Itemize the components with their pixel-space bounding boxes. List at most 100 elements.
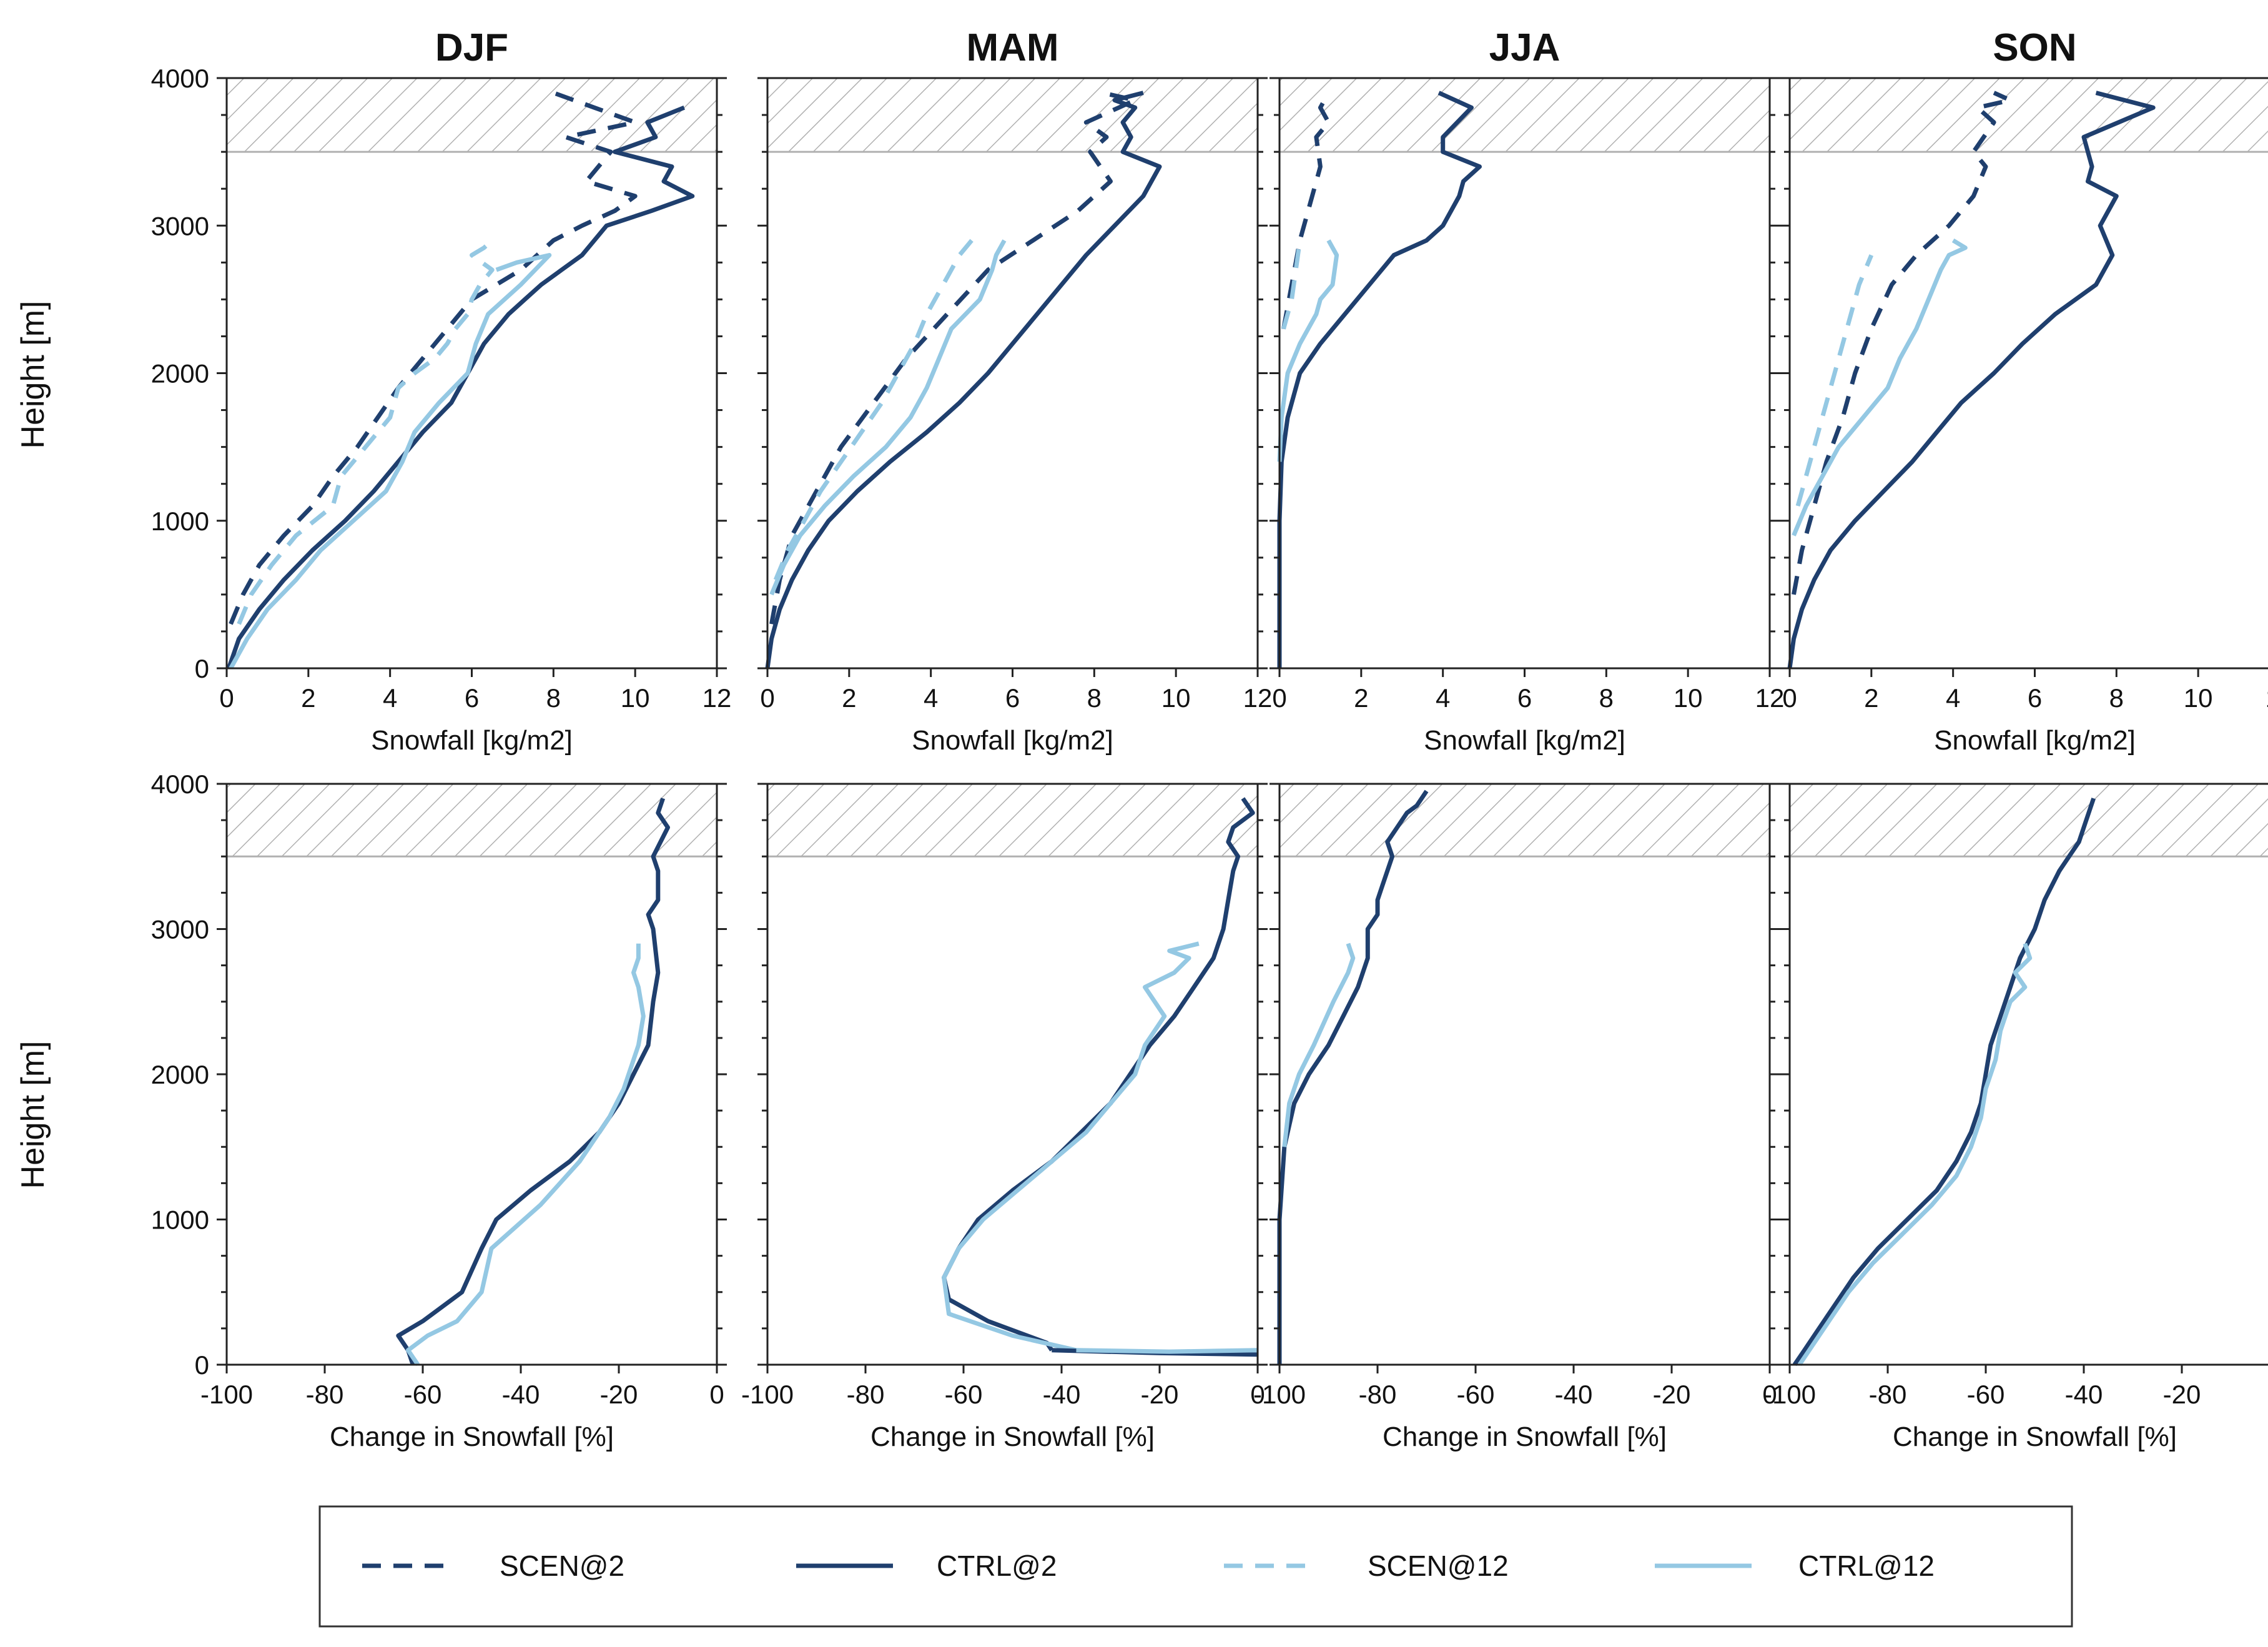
hatch-region-son-change [1790, 784, 2268, 857]
panel-mam-snowfall: 0 2 4 6 8 10 12 MAM Snowfall [kg/m2] [757, 26, 1272, 756]
xtick-label-son-snowfall: 6 [2028, 683, 2042, 713]
xtick-label-mam-snowfall: 4 [924, 683, 938, 713]
series-jja-snowfall-scen-at-12 [1281, 240, 1303, 330]
xtick-label-jja-snowfall: 10 [1674, 683, 1703, 713]
xtick-label-djf-snowfall: 8 [546, 683, 561, 713]
ytick-label-djf-snowfall: 3000 [151, 211, 209, 240]
ylabel-bottom: Height [m] [15, 1041, 51, 1189]
series-jja-snowfall-ctrl-at-12 [1277, 239, 1339, 462]
xtick-label-son-change: -20 [2163, 1380, 2201, 1409]
series-djf-snowfall-scen-at-2 [229, 91, 638, 625]
xtick-label-djf-snowfall: 2 [301, 683, 315, 713]
xtick-label-mam-change: -60 [945, 1380, 983, 1409]
xtick-label-jja-snowfall: 2 [1354, 683, 1368, 713]
legend-label-scen2: SCEN@2 [500, 1550, 624, 1582]
xtick-label-son-snowfall: 4 [1946, 683, 1960, 713]
panel-son-snowfall: 0 2 4 6 8 10 12 SON Snowfall [kg/m2] [1780, 26, 2268, 756]
series-mam-change-ctrl-at-12 [942, 941, 1200, 1353]
panel-title-mam-snowfall: MAM [966, 26, 1058, 69]
xlabel-djf-change: Change in Snowfall [%] [330, 1422, 614, 1452]
xtick-label-son-snowfall: 12 [2266, 683, 2268, 713]
xlabel-djf-snowfall: Snowfall [kg/m2] [371, 725, 573, 756]
xtick-label-son-change: -40 [2065, 1380, 2103, 1409]
xtick-label-djf-change: -100 [200, 1380, 253, 1409]
legend-label-ctrl12: CTRL@12 [1798, 1550, 1935, 1582]
ytick-label-djf-snowfall: 4000 [151, 64, 209, 93]
xtick-label-djf-change: -80 [306, 1380, 344, 1409]
hatch-region-djf-snowfall [227, 78, 717, 152]
series-son-snowfall-ctrl-at-2 [1787, 91, 2156, 669]
xtick-label-jja-change: -40 [1555, 1380, 1593, 1409]
xtick-label-jja-snowfall: 12 [1755, 683, 1785, 713]
series-son-change-ctrl-at-12 [1797, 942, 2033, 1366]
xtick-label-mam-change: -40 [1043, 1380, 1081, 1409]
panel-son-change: -100 -80 -60 -40 -20 0 Change in Snowfall [%] [1763, 783, 2268, 1452]
xtick-label-djf-snowfall: 12 [703, 683, 732, 713]
ylabel-top: Height [m] [15, 301, 51, 449]
series-jja-change-ctrl-at-2 [1277, 789, 1429, 1365]
xtick-label-mam-snowfall: 2 [842, 683, 856, 713]
legend-label-scen12: SCEN@12 [1368, 1550, 1509, 1582]
plot-frame-djf-snowfall [225, 77, 718, 670]
series-mam-change-ctrl-at-2 [942, 797, 1255, 1352]
xlabel-mam-snowfall: Snowfall [kg/m2] [912, 725, 1113, 756]
xtick-label-djf-change: -20 [600, 1380, 638, 1409]
xtick-label-jja-snowfall: 6 [1517, 683, 1532, 713]
xtick-label-jja-snowfall: 4 [1436, 683, 1450, 713]
series-djf-snowfall-ctrl-at-12 [229, 253, 552, 670]
panel-title-son-snowfall: SON [1993, 26, 2076, 69]
panel-title-djf-snowfall: DJF [435, 26, 508, 69]
xtick-label-jja-snowfall: 8 [1599, 683, 1614, 713]
panel-djf-change: -100 -80 -60 -40 -20 0 0 1000 2000 3000 4000 Change… [151, 769, 727, 1452]
legend-label-ctrl2: CTRL@2 [937, 1550, 1057, 1582]
series-mam-change-ctrl-at-12-tail [1076, 1348, 1258, 1354]
xtick-label-jja-change: 0 [1762, 1380, 1777, 1409]
panel-djf-snowfall: 0 2 4 6 8 10 12 0 1000 2000 3000 4000 DJF Snowfall [k… [151, 26, 732, 756]
xtick-label-son-snowfall: 0 [1782, 683, 1797, 713]
xtick-label-jja-change: -80 [1359, 1380, 1397, 1409]
xtick-label-djf-change: -40 [502, 1380, 540, 1409]
series-jja-snowfall-ctrl-at-2 [1277, 91, 1482, 668]
hatch-region-mam-change [767, 784, 1258, 857]
series-mam-snowfall-scen-at-2 [769, 91, 1138, 625]
xtick-label-mam-snowfall: 10 [1161, 683, 1191, 713]
ytick-label-djf-change: 3000 [151, 915, 209, 944]
xtick-label-son-snowfall: 8 [2109, 683, 2124, 713]
series-son-snowfall-ctrl-at-12 [1792, 238, 1968, 537]
ytick-label-djf-change: 2000 [151, 1060, 209, 1089]
hatch-region-son-snowfall [1790, 78, 2268, 152]
series-djf-change-ctrl-at-2 [396, 798, 670, 1366]
series-jja-change-ctrl-at-12 [1282, 942, 1356, 1147]
series-son-snowfall-scen-at-12 [1795, 254, 1874, 507]
ytick-label-djf-snowfall: 1000 [151, 507, 209, 536]
xtick-label-jja-change: -100 [1253, 1380, 1306, 1409]
hatch-region-mam-snowfall [767, 78, 1258, 152]
plot-frame-son-snowfall [1788, 77, 2268, 670]
plot-frame-mam-snowfall [766, 77, 1259, 670]
xtick-label-mam-change: -20 [1141, 1380, 1179, 1409]
xlabel-jja-change: Change in Snowfall [%] [1383, 1422, 1667, 1452]
plot-frame-djf-change [225, 783, 718, 1366]
panel-title-jja-snowfall: JJA [1489, 26, 1560, 69]
legend: SCEN@2 CTRL@2 SCEN@12 CTRL@12 [318, 1505, 2073, 1628]
xlabel-son-change: Change in Snowfall [%] [1893, 1422, 2177, 1452]
xtick-label-mam-snowfall: 6 [1005, 683, 1020, 713]
xtick-label-mam-change: -80 [847, 1380, 885, 1409]
legend-frame [318, 1505, 2073, 1628]
hatch-region-djf-change [227, 784, 717, 857]
series-djf-snowfall-scen-at-12 [237, 239, 495, 625]
xtick-label-son-snowfall: 10 [2184, 683, 2213, 713]
xtick-label-son-change: -100 [1763, 1380, 1816, 1409]
plot-frame-jja-snowfall [1278, 77, 1771, 670]
series-mam-snowfall-ctrl-at-2 [765, 91, 1162, 669]
hatch-region-jja-snowfall [1279, 78, 1770, 152]
series-son-snowfall-scen-at-2 [1792, 91, 2013, 595]
xlabel-son-snowfall: Snowfall [kg/m2] [1934, 725, 2136, 756]
xtick-label-jja-change: -20 [1653, 1380, 1691, 1409]
ytick-label-djf-snowfall: 0 [195, 654, 209, 683]
xtick-label-son-snowfall: 2 [1864, 683, 1878, 713]
ytick-label-djf-snowfall: 2000 [151, 359, 209, 388]
panel-jja-snowfall: 0 2 4 6 8 10 12 JJA Snowfall [kg/m2] [1270, 26, 1784, 756]
